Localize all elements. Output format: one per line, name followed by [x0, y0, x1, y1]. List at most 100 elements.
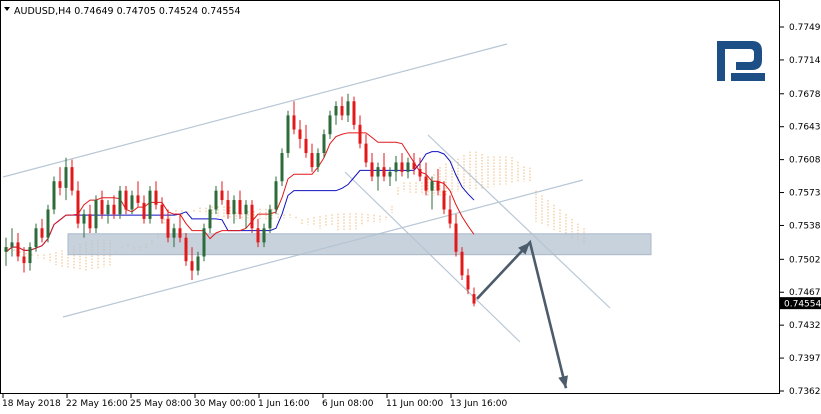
candle-body — [244, 204, 248, 215]
price-label: 0.73620 — [789, 387, 821, 397]
candle-body — [220, 190, 224, 201]
candle-body — [280, 153, 284, 182]
candle-body — [172, 228, 176, 238]
current-price-box — [780, 297, 821, 310]
candle-body — [70, 167, 74, 191]
candle-body — [16, 242, 20, 257]
candles — [4, 93, 476, 307]
candle-body — [466, 275, 470, 290]
candle-body — [46, 209, 50, 238]
channel-line[interactable] — [427, 134, 611, 309]
support-zone-rect[interactable] — [67, 233, 652, 256]
candle-body — [184, 237, 188, 262]
candle-body — [316, 153, 320, 168]
candle-body — [346, 101, 350, 116]
time-label: 13 Jun 16:00 — [450, 399, 507, 409]
time-label: 18 May 2018 — [2, 399, 61, 409]
key-level-zone — [67, 233, 652, 256]
candle-body — [88, 214, 92, 229]
symbol-info-text: AUDUSD,H4 0.74649 0.74705 0.74524 0.7455… — [14, 6, 241, 17]
candle-body — [238, 200, 242, 215]
candle-body — [76, 190, 80, 224]
arrow-down-head-icon — [558, 375, 568, 389]
channel-line[interactable] — [344, 171, 521, 343]
candle-body — [94, 200, 98, 229]
candle-body — [424, 176, 428, 191]
candle-body — [10, 242, 14, 248]
candle-body — [106, 204, 110, 215]
candle-body — [268, 209, 272, 229]
current-price-badge: 0.74554 — [780, 297, 821, 310]
channel-line[interactable] — [2, 43, 508, 178]
candle-body — [256, 228, 260, 243]
candle-body — [340, 106, 344, 116]
candle-body — [178, 228, 182, 238]
candle-body — [406, 162, 410, 172]
roboforex-logo-icon — [717, 41, 765, 81]
trend-channels — [2, 43, 611, 343]
candle-body — [418, 169, 422, 177]
candle-body — [52, 181, 56, 210]
candle-body — [190, 261, 194, 271]
candle-body — [64, 167, 68, 188]
candle-body — [298, 129, 302, 139]
logo-bar — [731, 73, 765, 81]
collapse-triangle-icon[interactable] — [4, 7, 10, 11]
candle-body — [196, 256, 200, 271]
candle-body — [82, 214, 86, 224]
time-axis: 18 May 2018 22 May 16:00 25 May 08:00 30 Ma… — [2, 394, 507, 409]
time-label: 30 May 00:00 — [194, 399, 256, 409]
plot-area[interactable] — [0, 0, 780, 394]
candle-body — [4, 247, 8, 252]
candle-body — [226, 200, 230, 215]
candle-body — [22, 256, 26, 264]
arrow-up-head-icon — [518, 242, 530, 255]
candle-body — [412, 162, 416, 170]
candle-body — [304, 138, 308, 154]
time-label: 25 May 08:00 — [130, 399, 192, 409]
candle-body — [262, 228, 266, 243]
candle-body — [286, 115, 290, 154]
candle-body — [100, 200, 104, 215]
candle-body — [352, 101, 356, 125]
candle-body — [430, 181, 434, 191]
tenkan-line — [5, 132, 475, 253]
candle-body — [370, 162, 374, 177]
candle-body — [274, 181, 278, 210]
candle-body — [388, 171, 392, 177]
candle-body — [364, 143, 368, 163]
candle-body — [358, 124, 362, 144]
candle-body — [310, 153, 314, 168]
candle-body — [292, 115, 296, 130]
candle-body — [142, 202, 146, 219]
candle-body — [130, 195, 134, 210]
candle-body — [154, 190, 158, 205]
candle-body — [34, 228, 38, 248]
candle-body — [112, 204, 116, 215]
candle-body — [250, 204, 254, 229]
candle-body — [214, 190, 218, 210]
candle-body — [472, 294, 476, 304]
candle-body — [436, 181, 440, 191]
candle-body — [40, 228, 44, 238]
candle-body — [400, 162, 404, 172]
candle-body — [460, 251, 464, 276]
time-label: 22 May 16:00 — [66, 399, 128, 409]
candle-body — [124, 190, 128, 210]
candle-body — [148, 190, 152, 219]
candle-body — [232, 200, 236, 215]
time-label: 11 Jun 00:00 — [386, 399, 443, 409]
current-price-label: 0.74554 — [784, 300, 821, 310]
candle-body — [58, 181, 62, 188]
candle-body — [442, 190, 446, 210]
